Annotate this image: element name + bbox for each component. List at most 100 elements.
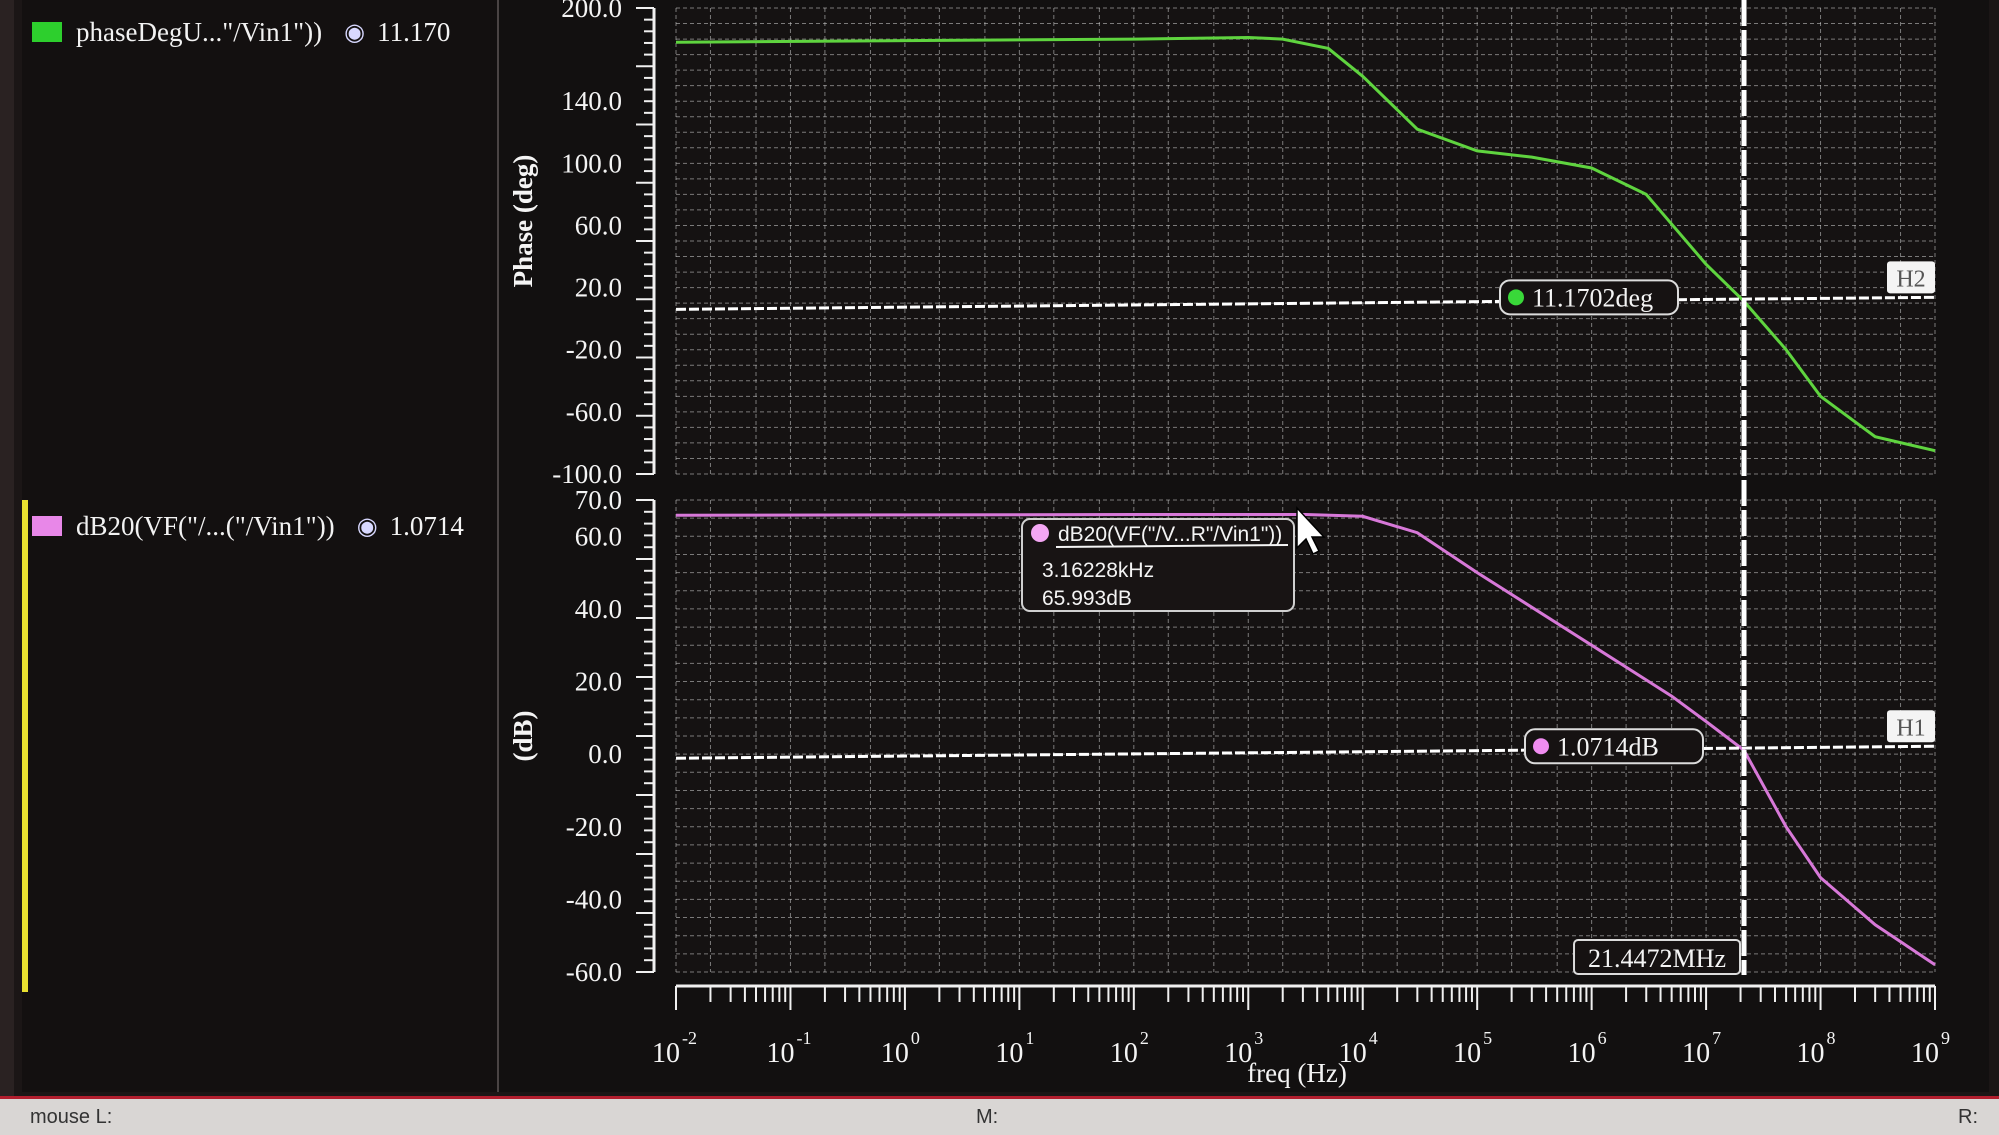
y-tick-label: -100.0 [552, 459, 622, 489]
phase-panel: -100.0 -60.0 -20.0 20.0 60.0 100.0 140.0 200.0 P… [508, 0, 1936, 489]
y-tick-label: 60.0 [575, 210, 622, 240]
x-axis: 10 -2 10 -1 10 0 10 1 10 2 10 3 10 4 10 5 10 6 10 7 10 8 10 9fr… [652, 984, 1950, 1088]
y-tick-label: 100.0 [561, 148, 622, 178]
marker-value-label: 1.0714dB [1524, 728, 1704, 765]
legend-panel: phaseDegU..."/Vin1")) ◉ 11.170 dB20(VF("… [22, 0, 499, 1092]
vertical-marker-text: 21.4472MHz [1588, 944, 1726, 973]
y-tick-label: 40.0 [575, 594, 622, 624]
legend-value-magnitude: 1.0714 [389, 510, 464, 541]
x-tick-exponent: 3 [1254, 1028, 1263, 1048]
status-m: M: [976, 1106, 999, 1128]
marker-tag-label: H2 [1896, 266, 1925, 292]
selected-trace-indicator [22, 500, 28, 992]
x-tick-base: 10 [1224, 1038, 1252, 1069]
x-tick-base: 10 [995, 1038, 1023, 1069]
x-tick-label: 10 5 [1453, 1028, 1492, 1069]
legend-item-phase[interactable]: phaseDegU..."/Vin1")) ◉ 11.170 [32, 12, 450, 52]
y-tick-label: -40.0 [566, 884, 622, 914]
vertical-marker-label: 21.4472MHz [1573, 939, 1742, 975]
status-r: R: [1958, 1106, 1978, 1128]
x-tick-exponent: 8 [1827, 1028, 1836, 1048]
x-tick-base: 10 [1110, 1038, 1138, 1069]
phase-curve [675, 35, 1936, 453]
eye-icon[interactable]: ◉ [356, 513, 378, 540]
x-tick-label: 10 -2 [652, 1028, 697, 1069]
y-tick-label: 60.0 [575, 521, 622, 551]
x-tick-label: 10 3 [1224, 1028, 1263, 1069]
x-tick-exponent: 1 [1025, 1028, 1034, 1048]
y-tick-label: 0.0 [588, 739, 622, 769]
legend-label-magnitude: dB20(VF("/...("/Vin1")) [76, 510, 335, 541]
x-tick-label: 10 9 [1911, 1028, 1950, 1069]
y-tick-label: 20.0 [575, 667, 622, 697]
marker-tag-h1: H1 [1887, 710, 1935, 743]
marker-value-text: 1.0714dB [1557, 732, 1659, 761]
bode-plot[interactable]: -100.0-60.0-20.020.060.0100.0140.0200.0P… [0, 0, 1999, 1095]
marker-value-box [1499, 279, 1679, 316]
x-tick-label: 10 -1 [766, 1028, 811, 1069]
x-tick-label: 10 4 [1339, 1028, 1378, 1069]
y-tick-label: -20.0 [566, 335, 622, 365]
x-tick-base: 10 [1911, 1038, 1939, 1069]
x-tick-exponent: 4 [1369, 1028, 1378, 1048]
x-tick-label: 10 2 [1110, 1028, 1149, 1069]
x-tick-exponent: -2 [682, 1028, 697, 1048]
marker-dot [1533, 738, 1549, 755]
status-bar: mouse L: M: R: [0, 1096, 1999, 1135]
x-tick-base: 10 [1339, 1038, 1367, 1069]
x-tick-exponent: 0 [911, 1028, 920, 1048]
y-axis-label: (dB) [508, 710, 538, 761]
status-mouse-l: mouse L: [30, 1106, 113, 1128]
window-frame [0, 0, 14, 1100]
plot-area [676, 8, 1935, 474]
tooltip-title: dB20(VF("/V...R"/Vin1")) [1058, 523, 1282, 546]
x-tick-exponent: 9 [1941, 1028, 1950, 1048]
x-tick-exponent: 5 [1483, 1028, 1492, 1048]
x-tick-base: 10 [1453, 1038, 1481, 1069]
x-axis-label: freq (Hz) [1247, 1058, 1347, 1088]
x-tick-base: 10 [1797, 1038, 1825, 1069]
x-tick-label: 10 0 [881, 1028, 920, 1069]
legend-item-magnitude[interactable]: dB20(VF("/...("/Vin1")) ◉ 1.0714 [32, 506, 464, 546]
mouse-cursor-icon [1296, 506, 1326, 556]
tooltip-dot [1031, 524, 1049, 542]
marker-tag-box [1887, 710, 1935, 743]
y-tick-label: 20.0 [575, 273, 622, 303]
y-tick-label: -60.0 [566, 957, 622, 987]
y-tick-label: -60.0 [566, 397, 622, 427]
x-tick-exponent: -1 [796, 1028, 811, 1048]
legend-value-phase: 11.170 [377, 16, 451, 47]
y-tick-label: -20.0 [566, 812, 622, 842]
x-tick-base: 10 [1568, 1038, 1596, 1069]
horizontal-marker-line [675, 295, 1936, 311]
x-tick-label: 10 6 [1568, 1028, 1607, 1069]
x-tick-exponent: 7 [1712, 1028, 1721, 1048]
tooltip-magnitude: 65.993dB [1042, 587, 1132, 610]
x-tick-label: 10 8 [1797, 1028, 1836, 1069]
tooltip-underline [1055, 544, 1289, 548]
marker-value-box [1524, 728, 1704, 765]
y-tick-label: 140.0 [561, 86, 622, 116]
x-tick-base: 10 [766, 1038, 794, 1069]
y-tick-label: 70.0 [575, 485, 622, 515]
x-tick-base: 10 [881, 1038, 909, 1069]
magnitude-curve [675, 513, 1936, 966]
horizontal-marker-line [675, 744, 1936, 760]
marker-dot [1508, 289, 1524, 306]
magnitude-color-swatch [32, 516, 62, 536]
legend-label-phase: phaseDegU..."/Vin1")) [76, 16, 323, 47]
marker-tag-h2: H2 [1887, 261, 1935, 294]
y-axis-label: Phase (deg) [508, 155, 538, 288]
x-tick-label: 10 1 [995, 1028, 1034, 1069]
x-tick-base: 10 [1682, 1038, 1710, 1069]
eye-icon[interactable]: ◉ [344, 19, 366, 46]
x-tick-exponent: 2 [1140, 1028, 1149, 1048]
magnitude-panel: -60.0 -40.0 -20.0 0.0 20.0 40.0 60.0 70.0 (dB) H1… [508, 485, 1936, 987]
marker-tag-box [1887, 261, 1935, 294]
tooltip-frequency: 3.16228kHz [1042, 559, 1154, 582]
x-tick-label: 10 7 [1682, 1028, 1721, 1069]
vertical-marker-box [1573, 939, 1742, 975]
phase-color-swatch [32, 22, 62, 42]
marker-tag-label: H1 [1896, 715, 1925, 741]
marker-value-label: 11.1702deg [1499, 279, 1679, 316]
